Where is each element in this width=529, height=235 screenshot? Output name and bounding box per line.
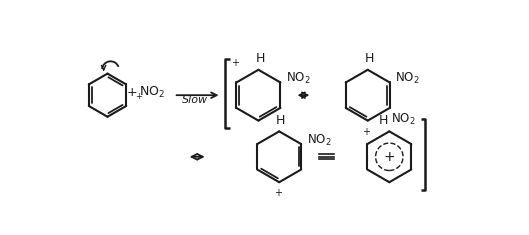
Text: $\mathrm{NO_2}$: $\mathrm{NO_2}$ xyxy=(391,112,415,127)
Text: +: + xyxy=(127,86,138,99)
Text: H: H xyxy=(364,52,374,65)
Text: $\mathrm{NO_2}$: $\mathrm{NO_2}$ xyxy=(307,133,332,148)
Text: H: H xyxy=(276,114,286,127)
Text: +: + xyxy=(231,58,239,68)
Text: +: + xyxy=(362,127,370,137)
Text: +: + xyxy=(273,188,281,198)
Text: $\mathrm{NO_2}$: $\mathrm{NO_2}$ xyxy=(396,71,420,86)
Text: H: H xyxy=(378,114,388,127)
Text: +: + xyxy=(384,150,395,164)
Text: Slow: Slow xyxy=(182,95,208,105)
Text: H: H xyxy=(256,52,264,65)
Text: $\mathrm{NO_2}$: $\mathrm{NO_2}$ xyxy=(139,85,165,100)
Text: $\mathrm{NO_2}$: $\mathrm{NO_2}$ xyxy=(286,71,311,86)
Text: +: + xyxy=(135,92,142,101)
